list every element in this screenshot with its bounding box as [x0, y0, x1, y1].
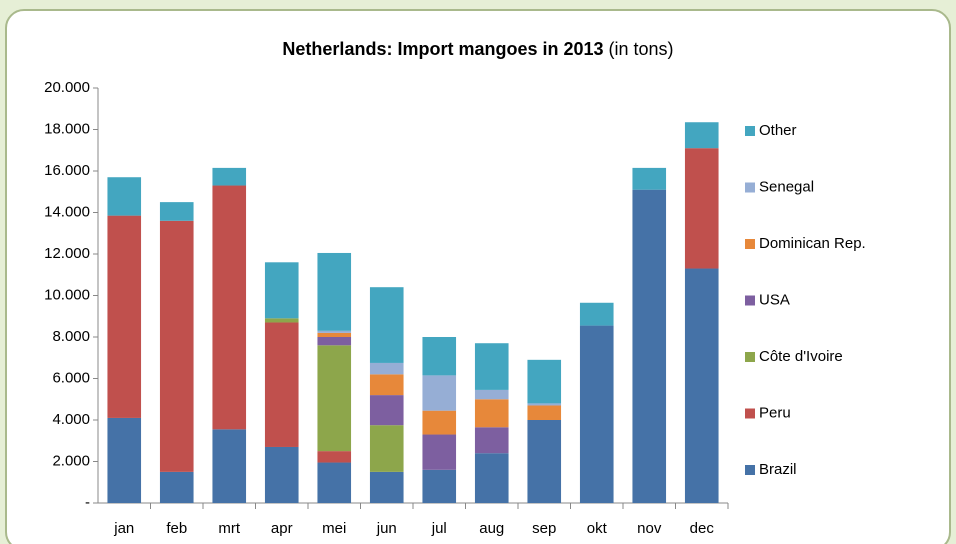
x-tick-label: okt	[587, 520, 608, 537]
bar-segment	[317, 252, 352, 331]
bar-segment	[579, 325, 614, 503]
bar-segment	[579, 302, 614, 326]
bar-segment	[159, 471, 194, 503]
bar-segment	[317, 337, 352, 346]
bar-segment	[422, 337, 457, 376]
bar-segment	[159, 220, 194, 472]
bar-segment	[264, 446, 299, 503]
bar-segment	[264, 322, 299, 447]
y-tick-label: 12.000	[44, 245, 90, 262]
bar-segment	[474, 427, 509, 454]
x-tick-label: aug	[479, 520, 504, 537]
bar-segment	[264, 262, 299, 319]
bar-segment	[107, 417, 142, 503]
bar-segment	[212, 167, 247, 186]
bar-segment	[474, 399, 509, 428]
legend-label: USA	[759, 291, 790, 308]
bar-segment	[474, 453, 509, 503]
bar-segment	[369, 362, 404, 375]
chart-subtitle: (in tons)	[609, 39, 674, 59]
bar-segment	[369, 374, 404, 396]
bar-segment	[212, 185, 247, 430]
legend-swatch	[745, 352, 755, 362]
y-tick-label: 10.000	[44, 286, 90, 303]
y-tick-label: 20.000	[44, 79, 90, 96]
y-tick-label: 18.000	[44, 120, 90, 137]
x-tick-label: jun	[376, 520, 397, 537]
y-tick-label: 8.000	[52, 328, 90, 345]
x-tick-label: apr	[271, 520, 293, 537]
legend-label: Côte d'Ivoire	[759, 348, 843, 365]
bar-segment	[369, 425, 404, 472]
bar-segment	[632, 167, 667, 190]
chart-title: Netherlands: Import mangoes in 2013	[282, 39, 603, 59]
legend-label: Brazil	[759, 461, 797, 478]
legend-swatch	[745, 126, 755, 136]
x-tick-label: jan	[113, 520, 134, 537]
legend-label: Peru	[759, 404, 791, 421]
bar-segment	[684, 122, 719, 149]
bar-segment	[317, 330, 352, 333]
chart-title-group: Netherlands: Import mangoes in 2013 (in …	[282, 39, 673, 59]
legend-label: Senegal	[759, 178, 814, 195]
bar-segment	[422, 410, 457, 435]
bar-segment	[474, 343, 509, 390]
y-tick-label: -	[85, 494, 90, 511]
x-tick-label: jul	[431, 520, 447, 537]
bar-segment	[369, 395, 404, 426]
bar-segment	[527, 405, 562, 420]
bar-segment	[107, 215, 142, 418]
y-tick-label: 6.000	[52, 369, 90, 386]
bar-segment	[527, 359, 562, 404]
legend-swatch	[745, 408, 755, 419]
bar-segment	[684, 268, 719, 503]
bar-segment	[264, 318, 299, 323]
y-tick-label: 4.000	[52, 411, 90, 428]
y-tick-label: 16.000	[44, 162, 90, 179]
legend-swatch	[745, 239, 755, 249]
bar-segment	[212, 429, 247, 503]
bar-segment	[527, 403, 562, 406]
legend-label: Other	[759, 122, 797, 139]
x-tick-label: dec	[690, 520, 715, 537]
bar-segment	[684, 148, 719, 269]
legend-swatch	[745, 182, 755, 193]
x-tick-label: sep	[532, 520, 556, 537]
bar-segment	[317, 462, 352, 503]
bar-segment	[159, 202, 194, 221]
x-tick-label: feb	[166, 520, 187, 537]
bar-segment	[632, 189, 667, 504]
bar-segment	[369, 287, 404, 363]
bar-segment	[107, 177, 142, 216]
bar-segment	[422, 434, 457, 470]
legend-swatch	[745, 295, 755, 306]
x-tick-label: mrt	[218, 520, 240, 537]
bar-segment	[474, 389, 509, 400]
bar-segment	[317, 332, 352, 337]
bar-segment	[422, 375, 457, 411]
x-tick-label: nov	[637, 520, 662, 537]
legend-swatch	[745, 465, 755, 475]
bar-segment	[369, 471, 404, 503]
bar-segment	[527, 420, 562, 503]
bar-segment	[422, 469, 457, 503]
bar-segment	[317, 345, 352, 452]
bar-segment	[317, 451, 352, 463]
y-tick-label: 14.000	[44, 203, 90, 220]
y-tick-label: 2.000	[52, 452, 90, 469]
legend-label: Dominican Rep.	[759, 235, 866, 252]
x-tick-label: mei	[322, 520, 346, 537]
